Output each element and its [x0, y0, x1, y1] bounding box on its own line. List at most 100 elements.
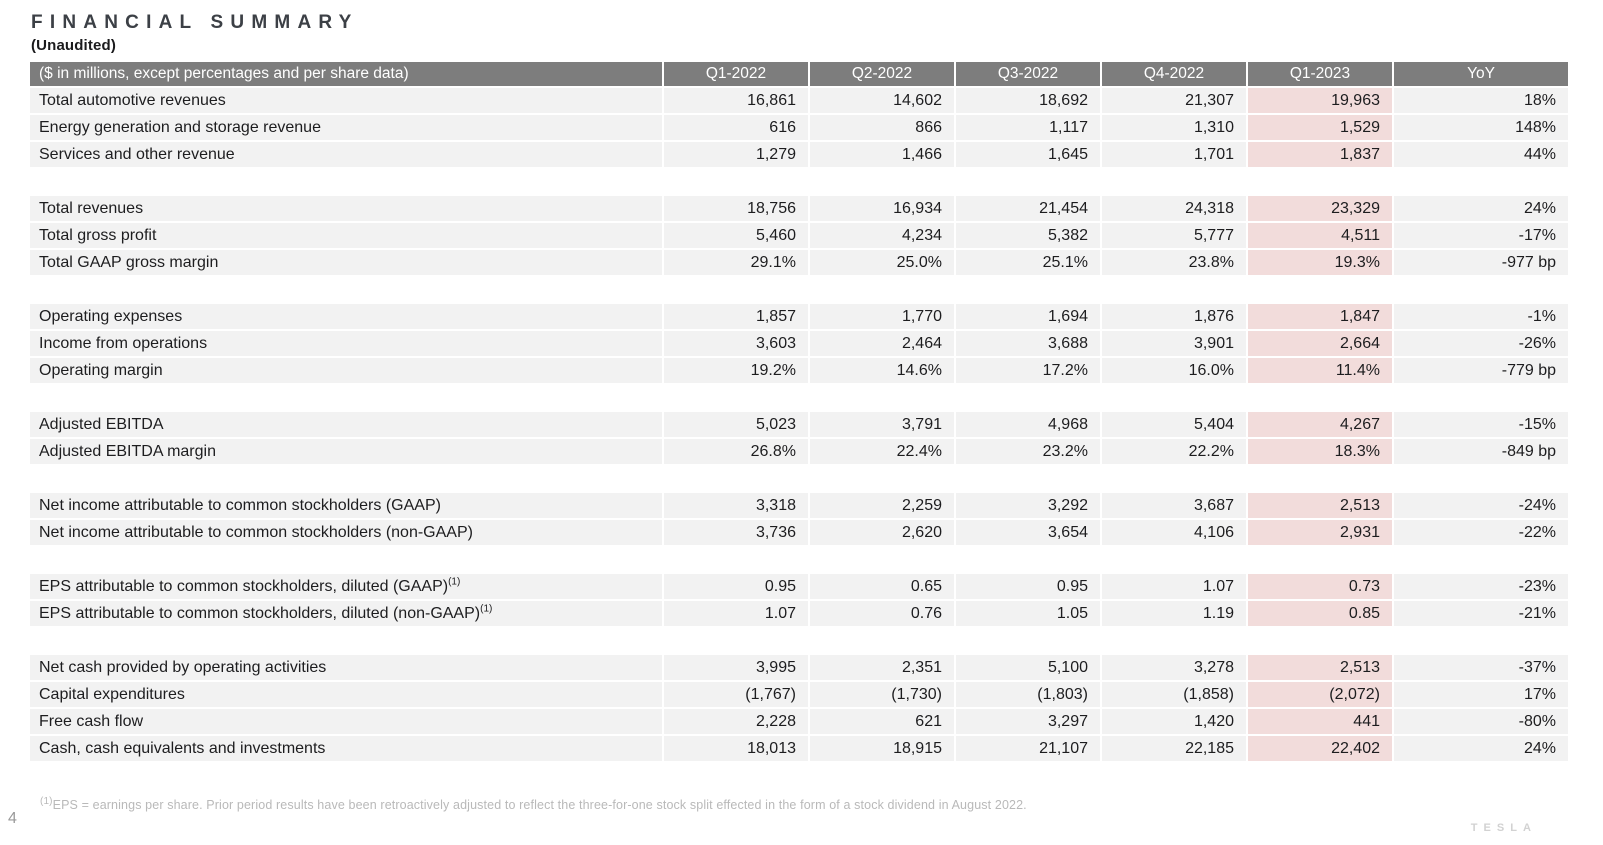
table-row: Total GAAP gross margin 29.1% 25.0% 25.1% 23… — [30, 250, 1568, 275]
row-label: Income from operations — [30, 331, 662, 356]
cell-value: 16,861 — [664, 88, 808, 113]
cell-yoy: -779 bp — [1394, 358, 1568, 383]
cell-value: 18,915 — [810, 736, 954, 761]
cell-value: 1,645 — [956, 142, 1100, 167]
cell-yoy: -15% — [1394, 412, 1568, 437]
column-header: Q2-2022 — [810, 62, 954, 86]
cell-value: 1,117 — [956, 115, 1100, 140]
table-row: Net cash provided by operating activitie… — [30, 655, 1568, 680]
group-spacer — [30, 169, 1568, 194]
cell-value: 25.0% — [810, 250, 954, 275]
cell-yoy: 24% — [1394, 196, 1568, 221]
column-header: Q1-2022 — [664, 62, 808, 86]
group-spacer — [30, 547, 1568, 572]
cell-value: 3,995 — [664, 655, 808, 680]
cell-yoy: -37% — [1394, 655, 1568, 680]
row-label: Operating margin — [30, 358, 662, 383]
table-row: Operating margin 19.2% 14.6% 17.2% 16.0% 11.4… — [30, 358, 1568, 383]
cell-yoy: 24% — [1394, 736, 1568, 761]
cell-value: (1,767) — [664, 682, 808, 707]
cell-value: 3,603 — [664, 331, 808, 356]
cell-value: 1,694 — [956, 304, 1100, 329]
table-row: Total automotive revenues 16,861 14,602 18,… — [30, 88, 1568, 113]
cell-value: 4,234 — [810, 223, 954, 248]
cell-yoy: -1% — [1394, 304, 1568, 329]
cell-value: 17.2% — [956, 358, 1100, 383]
cell-value: 29.1% — [664, 250, 808, 275]
footnote-text: EPS = earnings per share. Prior period r… — [52, 798, 1027, 812]
cell-value: 21,107 — [956, 736, 1100, 761]
cell-value: 2,513 — [1248, 655, 1392, 680]
cell-value: 5,100 — [956, 655, 1100, 680]
cell-value: 5,404 — [1102, 412, 1246, 437]
row-label: Total revenues — [30, 196, 662, 221]
table-row: EPS attributable to common stockholders,… — [30, 601, 1568, 626]
cell-value: 22,185 — [1102, 736, 1246, 761]
cell-yoy: -977 bp — [1394, 250, 1568, 275]
cell-value: 18,013 — [664, 736, 808, 761]
table-row: Energy generation and storage revenue 616… — [30, 115, 1568, 140]
cell-value: 0.95 — [956, 574, 1100, 599]
table-row: Free cash flow 2,228 621 3,297 1,420 441 -80% — [30, 709, 1568, 734]
footnote-marker: (1) — [40, 795, 53, 807]
cell-value: 4,106 — [1102, 520, 1246, 545]
row-label: Total automotive revenues — [30, 88, 662, 113]
cell-value: 23.8% — [1102, 250, 1246, 275]
cell-yoy: -21% — [1394, 601, 1568, 626]
row-label: EPS attributable to common stockholders,… — [30, 601, 662, 626]
table-row: Cash, cash equivalents and investments 18… — [30, 736, 1568, 761]
cell-value: 2,228 — [664, 709, 808, 734]
cell-value: 0.85 — [1248, 601, 1392, 626]
cell-value: 3,687 — [1102, 493, 1246, 518]
row-label: Operating expenses — [30, 304, 662, 329]
page-subtitle: (Unaudited) — [31, 37, 116, 54]
cell-value: 866 — [810, 115, 954, 140]
cell-value: 19,963 — [1248, 88, 1392, 113]
footnote-marker: (1) — [448, 576, 461, 588]
table-row: EPS attributable to common stockholders,… — [30, 574, 1568, 599]
cell-value: 26.8% — [664, 439, 808, 464]
row-label: Net income attributable to common stockh… — [30, 493, 662, 518]
cell-value: 25.1% — [956, 250, 1100, 275]
cell-value: 1,701 — [1102, 142, 1246, 167]
cell-value: 1,857 — [664, 304, 808, 329]
cell-value: (1,858) — [1102, 682, 1246, 707]
cell-value: 4,968 — [956, 412, 1100, 437]
cell-value: 0.73 — [1248, 574, 1392, 599]
cell-yoy: -26% — [1394, 331, 1568, 356]
cell-value: 1,529 — [1248, 115, 1392, 140]
cell-value: 2,931 — [1248, 520, 1392, 545]
cell-value: 1,310 — [1102, 115, 1246, 140]
cell-value: 1,770 — [810, 304, 954, 329]
cell-value: 3,901 — [1102, 331, 1246, 356]
cell-value: 616 — [664, 115, 808, 140]
cell-value: 3,791 — [810, 412, 954, 437]
row-label: Cash, cash equivalents and investments — [30, 736, 662, 761]
row-label: Net cash provided by operating activitie… — [30, 655, 662, 680]
row-label: Capital expenditures — [30, 682, 662, 707]
cell-value: 3,736 — [664, 520, 808, 545]
cell-value: (1,730) — [810, 682, 954, 707]
cell-value: 23,329 — [1248, 196, 1392, 221]
group-spacer — [30, 385, 1568, 410]
group-spacer — [30, 466, 1568, 491]
cell-value: 5,777 — [1102, 223, 1246, 248]
table-row: Total revenues 18,756 16,934 21,454 24,318 23… — [30, 196, 1568, 221]
row-label: Total GAAP gross margin — [30, 250, 662, 275]
cell-value: 1,837 — [1248, 142, 1392, 167]
row-label: Free cash flow — [30, 709, 662, 734]
row-label: Services and other revenue — [30, 142, 662, 167]
cell-value: 21,454 — [956, 196, 1100, 221]
cell-value: 1.07 — [664, 601, 808, 626]
cell-yoy: -849 bp — [1394, 439, 1568, 464]
group-spacer — [30, 277, 1568, 302]
column-header: Q4-2022 — [1102, 62, 1246, 86]
footnote: (1)EPS = earnings per share. Prior perio… — [40, 795, 1027, 812]
cell-value: 3,297 — [956, 709, 1100, 734]
tesla-wordmark: TESLA — [1470, 822, 1537, 834]
cell-value: 19.3% — [1248, 250, 1392, 275]
cell-yoy: 44% — [1394, 142, 1568, 167]
table-row: Net income attributable to common stockh… — [30, 520, 1568, 545]
cell-value: 5,382 — [956, 223, 1100, 248]
cell-value: 2,351 — [810, 655, 954, 680]
